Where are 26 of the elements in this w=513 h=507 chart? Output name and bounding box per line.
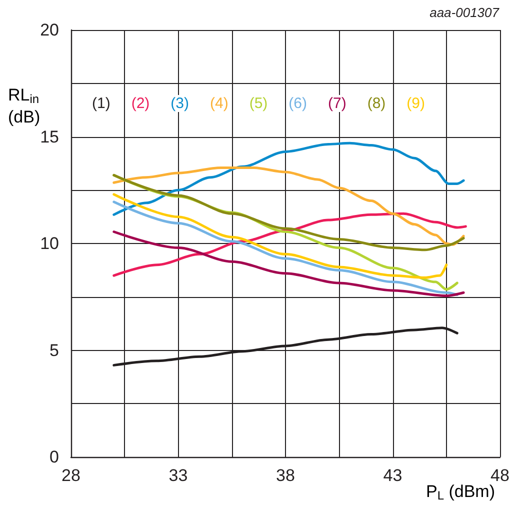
text: (1) bbox=[92, 95, 110, 112]
y-tick-label: 10 bbox=[40, 234, 59, 253]
text: (8) bbox=[367, 95, 386, 112]
line-series bbox=[112, 230, 465, 298]
line-series bbox=[112, 166, 465, 246]
line-series bbox=[112, 200, 458, 296]
y-tick-label: 5 bbox=[50, 340, 59, 360]
text: (6) bbox=[288, 95, 308, 112]
x-tick-label: 33 bbox=[168, 466, 188, 485]
text: (7) bbox=[328, 95, 346, 112]
line-series bbox=[112, 174, 465, 252]
y-tick-label: 0 bbox=[50, 448, 59, 466]
y-tick-label: 20 bbox=[40, 20, 59, 40]
text: (2) bbox=[131, 95, 150, 112]
x-tick-label: 38 bbox=[276, 466, 295, 485]
line-series bbox=[112, 142, 465, 216]
text: (4) bbox=[210, 95, 228, 112]
text: aaa-001307 bbox=[430, 5, 500, 20]
text: (3) bbox=[170, 95, 190, 112]
line-series bbox=[112, 193, 448, 279]
x-tick-label: 28 bbox=[62, 466, 80, 485]
x-tick-label: 48 bbox=[490, 466, 510, 485]
y-tick-label: 15 bbox=[40, 127, 59, 146]
x-tick-label: 43 bbox=[383, 466, 402, 485]
text: (9) bbox=[406, 95, 426, 112]
text: (5) bbox=[249, 95, 268, 112]
